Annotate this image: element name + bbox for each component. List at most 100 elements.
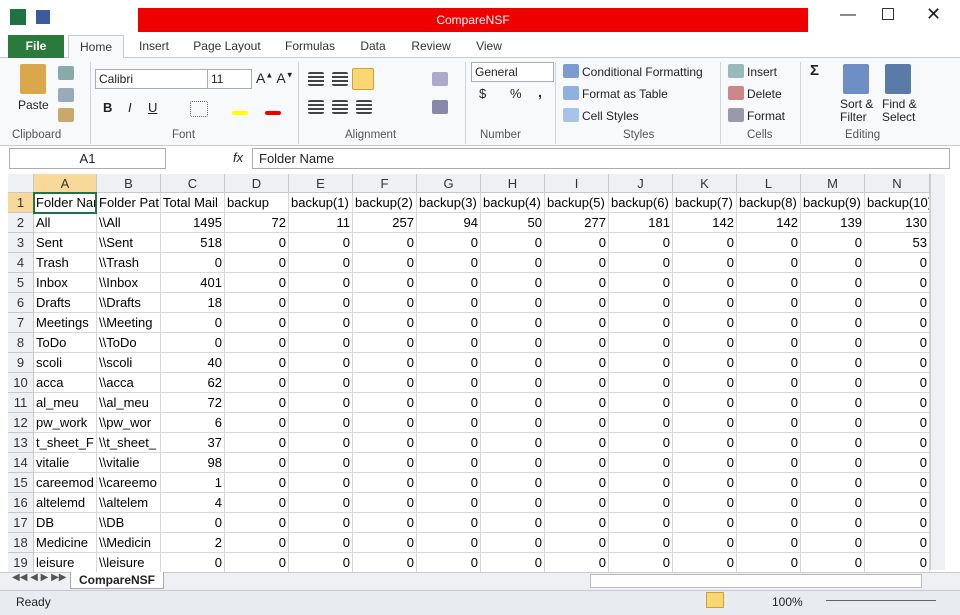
fill-color[interactable] bbox=[232, 111, 248, 115]
cell[interactable]: 0 bbox=[865, 273, 930, 293]
cell[interactable]: 0 bbox=[289, 353, 353, 373]
cell[interactable]: 0 bbox=[481, 393, 545, 413]
cell[interactable]: backup(9) bbox=[801, 193, 865, 213]
cell[interactable]: 0 bbox=[673, 533, 737, 553]
cell[interactable]: \\All bbox=[97, 213, 161, 233]
cell[interactable]: 0 bbox=[353, 493, 417, 513]
cell[interactable]: 0 bbox=[865, 453, 930, 473]
cell[interactable]: 0 bbox=[865, 433, 930, 453]
cell[interactable]: 0 bbox=[801, 433, 865, 453]
cell[interactable]: backup(1) bbox=[289, 193, 353, 213]
cell[interactable]: 0 bbox=[417, 393, 481, 413]
cell[interactable]: 0 bbox=[353, 473, 417, 493]
align-center[interactable] bbox=[332, 100, 348, 114]
cut-icon[interactable] bbox=[58, 66, 74, 80]
cell[interactable]: DB bbox=[34, 513, 97, 533]
cell[interactable]: 0 bbox=[481, 313, 545, 333]
cell[interactable]: 0 bbox=[737, 233, 801, 253]
cell[interactable]: leisure bbox=[34, 553, 97, 573]
cell[interactable]: backup(7) bbox=[673, 193, 737, 213]
cell[interactable]: 0 bbox=[609, 333, 673, 353]
column-header[interactable]: F bbox=[353, 174, 417, 193]
cell[interactable]: backup(5) bbox=[545, 193, 609, 213]
cell[interactable]: 50 bbox=[481, 213, 545, 233]
cell[interactable]: 0 bbox=[737, 433, 801, 453]
cell[interactable]: ToDo bbox=[34, 333, 97, 353]
cell[interactable]: 0 bbox=[737, 413, 801, 433]
cell[interactable]: 0 bbox=[353, 533, 417, 553]
cell[interactable]: 40 bbox=[161, 353, 225, 373]
cell[interactable]: 0 bbox=[481, 473, 545, 493]
paste-label[interactable]: Paste bbox=[18, 98, 49, 112]
column-header[interactable]: C bbox=[161, 174, 225, 193]
cell[interactable]: 0 bbox=[417, 553, 481, 573]
cell[interactable]: 0 bbox=[225, 533, 289, 553]
cell[interactable]: backup(3) bbox=[417, 193, 481, 213]
cell[interactable]: 1 bbox=[161, 473, 225, 493]
cell[interactable]: Medicine bbox=[34, 533, 97, 553]
cell[interactable]: 0 bbox=[737, 553, 801, 573]
cell[interactable]: 0 bbox=[417, 333, 481, 353]
cell[interactable]: 0 bbox=[289, 393, 353, 413]
merge-center[interactable] bbox=[432, 100, 448, 114]
currency-button[interactable]: $ bbox=[479, 86, 487, 101]
vertical-scrollbar[interactable] bbox=[930, 174, 945, 570]
cell[interactable]: Drafts bbox=[34, 293, 97, 313]
cell[interactable]: 0 bbox=[737, 533, 801, 553]
cell[interactable]: \\Medicin bbox=[97, 533, 161, 553]
styles-icon[interactable] bbox=[563, 108, 579, 122]
cell[interactable]: 0 bbox=[673, 253, 737, 273]
format-painter[interactable] bbox=[58, 108, 74, 122]
cell[interactable]: 0 bbox=[225, 313, 289, 333]
cell[interactable]: 0 bbox=[481, 353, 545, 373]
horizontal-scrollbar[interactable] bbox=[590, 574, 922, 588]
cell[interactable]: 0 bbox=[353, 433, 417, 453]
row-header[interactable]: 16 bbox=[8, 493, 34, 513]
cell[interactable]: 0 bbox=[225, 373, 289, 393]
cell[interactable]: 0 bbox=[225, 453, 289, 473]
cell[interactable]: 0 bbox=[289, 473, 353, 493]
cell[interactable]: Meetings bbox=[34, 313, 97, 333]
ribbon-tab[interactable]: Data bbox=[360, 39, 386, 53]
cell[interactable]: \\leisure bbox=[97, 553, 161, 573]
cell[interactable]: 0 bbox=[673, 433, 737, 453]
cell[interactable]: 0 bbox=[417, 513, 481, 533]
cell[interactable]: 0 bbox=[865, 253, 930, 273]
normal-view[interactable] bbox=[706, 592, 724, 608]
table-icon[interactable] bbox=[563, 86, 579, 100]
ribbon-tab[interactable]: File bbox=[8, 35, 64, 58]
cell[interactable]: vitalie bbox=[34, 453, 97, 473]
cell[interactable]: 0 bbox=[353, 353, 417, 373]
cell[interactable]: 0 bbox=[225, 513, 289, 533]
cell[interactable]: 0 bbox=[801, 513, 865, 533]
cell[interactable]: 0 bbox=[865, 533, 930, 553]
cell[interactable]: 0 bbox=[417, 233, 481, 253]
cell[interactable]: 0 bbox=[865, 553, 930, 573]
cell[interactable]: 18 bbox=[161, 293, 225, 313]
cell[interactable]: 0 bbox=[417, 533, 481, 553]
row-header[interactable]: 10 bbox=[8, 373, 34, 393]
sort-icon[interactable] bbox=[843, 64, 869, 94]
cell[interactable]: 0 bbox=[289, 373, 353, 393]
cell[interactable]: 0 bbox=[545, 233, 609, 253]
cell[interactable]: 401 bbox=[161, 273, 225, 293]
sort-filter[interactable]: Sort & Filter bbox=[840, 97, 874, 124]
cell[interactable]: 0 bbox=[609, 453, 673, 473]
font-name[interactable]: Calibri bbox=[95, 69, 210, 89]
cell[interactable]: 0 bbox=[225, 273, 289, 293]
cell-styles[interactable]: Cell Styles bbox=[582, 109, 639, 123]
borders-button[interactable] bbox=[190, 101, 208, 117]
cell[interactable]: 0 bbox=[673, 393, 737, 413]
cell[interactable]: 0 bbox=[417, 473, 481, 493]
cell[interactable]: 0 bbox=[737, 333, 801, 353]
cell[interactable]: backup(8) bbox=[737, 193, 801, 213]
cell[interactable]: 0 bbox=[609, 533, 673, 553]
cell[interactable]: \\al_meu bbox=[97, 393, 161, 413]
cell[interactable]: 0 bbox=[161, 313, 225, 333]
cell[interactable]: 142 bbox=[673, 213, 737, 233]
column-header[interactable]: N bbox=[865, 174, 930, 193]
cell[interactable]: Inbox bbox=[34, 273, 97, 293]
comma-button[interactable]: , bbox=[538, 84, 542, 100]
ribbon-tab[interactable]: Page Layout bbox=[193, 39, 261, 53]
row-header[interactable]: 6 bbox=[8, 293, 34, 313]
